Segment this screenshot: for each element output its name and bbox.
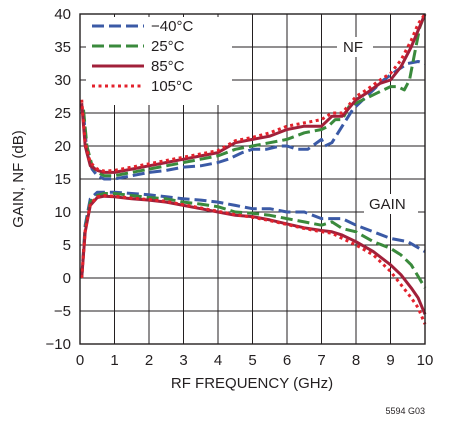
x-tick-label: 3 <box>179 352 187 369</box>
series-line-nf <box>80 13 427 173</box>
y-tick-label: 10 <box>54 204 71 221</box>
y-tick-label: 25 <box>54 105 71 122</box>
y-tick-label: 5 <box>63 237 71 254</box>
series-line-gain <box>80 192 427 289</box>
nf-annotation: NF <box>343 39 363 56</box>
y-tick-label: 30 <box>54 72 71 89</box>
x-tick-label: 1 <box>110 352 118 369</box>
y-tick-label: −5 <box>54 303 71 320</box>
x-tick-label: 7 <box>317 352 325 369</box>
x-tick-label: 10 <box>417 352 434 369</box>
y-tick-label: 0 <box>63 270 71 287</box>
y-tick-label: 20 <box>54 138 71 155</box>
legend-label: −40°C <box>151 18 193 35</box>
series-line-gain <box>80 194 427 325</box>
y-axis-title: GAIN, NF (dB) <box>10 130 27 228</box>
x-tick-label: 2 <box>145 352 153 369</box>
x-tick-label: 5 <box>248 352 256 369</box>
legend-label: 105°C <box>151 78 193 95</box>
series-line-nf <box>80 13 427 174</box>
y-tick-label: 40 <box>54 6 71 23</box>
legend-label: 85°C <box>151 58 185 75</box>
figure-id: 5594 G03 <box>385 406 425 416</box>
x-tick-label: 4 <box>214 352 222 369</box>
x-tick-label: 8 <box>352 352 360 369</box>
x-tick-label: 6 <box>283 352 291 369</box>
legend-label: 25°C <box>151 38 185 55</box>
series-lines <box>80 13 427 325</box>
y-tick-label: −10 <box>46 336 71 353</box>
nf-label-background <box>337 37 373 57</box>
gain-label-background <box>364 194 418 214</box>
legend: −40°C 25°C 85°C 105°C <box>92 18 193 95</box>
series-line-nf <box>82 60 426 181</box>
x-tick-label: 9 <box>386 352 394 369</box>
x-tick-label: 0 <box>76 352 84 369</box>
gain-annotation: GAIN <box>369 196 406 213</box>
y-tick-label: 15 <box>54 171 71 188</box>
plot-frame <box>79 13 426 345</box>
y-tick-label: 35 <box>54 39 71 56</box>
x-axis-title: RF FREQUENCY (GHz) <box>171 375 333 392</box>
tick-labels: 0 1 2 3 4 5 6 7 8 9 10 40 35 30 25 20 15 10 5 0 −5 −10 <box>46 6 434 369</box>
legend-background <box>86 17 232 105</box>
series-line-nf <box>82 13 427 178</box>
